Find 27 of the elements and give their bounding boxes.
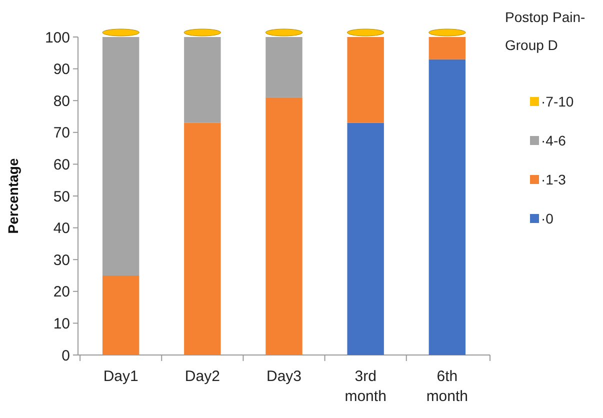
y-tick-label: 100 [44,29,70,46]
x-tick-label: Day3 [266,368,302,385]
bar [102,276,140,355]
x-tick-label: Day2 [184,368,220,385]
y-tick-label: 20 [53,284,70,301]
bar [266,97,302,355]
y-tick-label: 70 [53,124,70,142]
legend-label: ·1-3 [541,171,566,188]
x-tick-label: 3rd month [344,368,386,405]
y-axis-title: Percentage [5,158,21,234]
y-tick-label: 80 [53,92,70,110]
legend-label: ·4-6 [541,132,566,148]
y-tick-label: 0 [62,347,70,364]
x-tick-label: Day1 [103,368,138,385]
legend-label: ·7-10 [541,93,574,110]
y-tick-label: 60 [53,156,70,174]
y-tick-label: 40 [53,220,70,238]
bar [347,122,384,355]
bar [428,59,466,355]
y-tick-label: 10 [53,315,70,332]
legend-title: Postop Pain-Group D [505,9,586,53]
y-tick-label: 30 [53,252,70,269]
y-tick-label: 50 [53,188,70,206]
x-tick-label: 6th month [426,368,468,405]
y-tick-label: 90 [53,61,70,78]
bar [184,122,221,355]
legend-label: ·0 [541,210,554,226]
